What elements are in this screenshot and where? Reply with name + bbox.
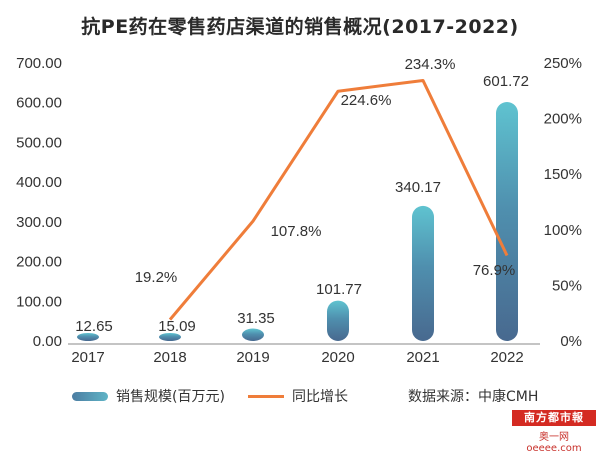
x-tick-label: 2022: [490, 349, 523, 366]
bar-value-label: 12.65: [75, 318, 113, 335]
y-right-tick-label: 150%: [544, 166, 582, 183]
bar: [412, 205, 434, 341]
x-tick-label: 2017: [71, 349, 104, 366]
y-left-tick-label: 200.00: [16, 254, 62, 271]
bar: [327, 300, 349, 341]
x-tick-label: 2021: [406, 349, 439, 366]
bar: [242, 328, 264, 341]
growth-line: [168, 78, 509, 321]
y-left-tick-label: 500.00: [16, 134, 62, 151]
legend-bar-swatch: [72, 391, 108, 401]
legend-bar-label: 销售规模(百万元): [116, 389, 225, 405]
bar-value-label: 101.77: [316, 281, 362, 298]
line-value-label: 19.2%: [135, 269, 178, 286]
y-left-tick-label: 100.00: [16, 293, 62, 310]
y-left-tick-label: 600.00: [16, 95, 62, 112]
bar: [159, 333, 181, 341]
x-tick-label: 2019: [236, 349, 269, 366]
y-left-tick-label: 700.00: [16, 55, 62, 72]
bar-value-label: 601.72: [483, 73, 529, 90]
line-series: [168, 78, 509, 321]
y-right-tick-label: 0%: [560, 333, 582, 350]
y-axis-right: 0% 50% 100% 150% 200% 250%: [544, 55, 582, 350]
y-right-tick-label: 250%: [544, 55, 582, 72]
y-left-tick-label: 0.00: [33, 333, 62, 350]
bar-series: [77, 102, 518, 342]
watermark-brand: 南方都市報: [512, 410, 596, 426]
y-left-tick-label: 300.00: [16, 214, 62, 231]
y-axis-left: 0.00 100.00 200.00 300.00 400.00 500.00 600.00…: [16, 55, 62, 350]
bar-value-label: 15.09: [158, 318, 196, 335]
legend-line: 同比增长: [248, 386, 348, 406]
legend-line-swatch: [248, 394, 284, 398]
legend-bar: 销售规模(百万元): [72, 386, 225, 406]
bar-value-labels: 12.65 15.09 31.35 101.77 340.17 601.72: [75, 73, 529, 335]
data-source: 数据来源：中康CMH: [408, 389, 539, 405]
bar: [77, 333, 99, 341]
y-right-tick-label: 100%: [544, 222, 582, 239]
legend-line-label: 同比增长: [292, 389, 348, 405]
y-right-tick-label: 50%: [552, 277, 582, 294]
line-value-labels: 19.2% 107.8% 224.6% 234.3% 76.9%: [135, 56, 516, 286]
chart-title: 抗PE药在零售药店渠道的销售概况(2017-2022): [81, 16, 519, 38]
bar-value-label: 340.17: [395, 179, 441, 196]
x-tick-label: 2020: [321, 349, 354, 366]
bar-value-label: 31.35: [237, 310, 275, 327]
line-value-label: 224.6%: [341, 92, 392, 109]
y-right-tick-label: 200%: [544, 111, 582, 128]
line-value-label: 107.8%: [271, 223, 322, 240]
x-tick-label: 2018: [153, 349, 186, 366]
x-axis: 2017 2018 2019 2020 2021 2022: [71, 349, 523, 366]
y-left-tick-label: 400.00: [16, 174, 62, 191]
bar: [496, 102, 518, 342]
line-value-label: 234.3%: [405, 56, 456, 73]
watermark-site: 奥一网 oeeee.com: [526, 432, 582, 454]
line-value-label: 76.9%: [473, 262, 516, 279]
